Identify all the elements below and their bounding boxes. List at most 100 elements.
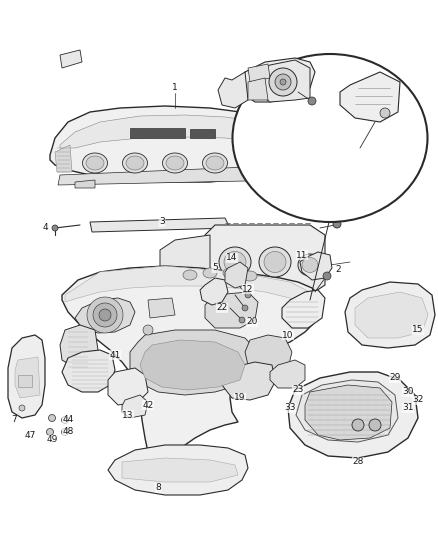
Ellipse shape bbox=[126, 156, 144, 170]
Polygon shape bbox=[240, 58, 315, 102]
Text: 44: 44 bbox=[62, 416, 74, 424]
Polygon shape bbox=[130, 330, 258, 395]
Polygon shape bbox=[245, 335, 292, 375]
Ellipse shape bbox=[82, 153, 107, 173]
Circle shape bbox=[269, 68, 297, 96]
Circle shape bbox=[275, 74, 291, 90]
Ellipse shape bbox=[203, 268, 217, 278]
Circle shape bbox=[49, 415, 56, 422]
Text: 7: 7 bbox=[11, 416, 17, 424]
Text: 29: 29 bbox=[389, 374, 401, 383]
Ellipse shape bbox=[233, 54, 427, 222]
Polygon shape bbox=[60, 115, 295, 148]
Ellipse shape bbox=[202, 153, 227, 173]
Polygon shape bbox=[62, 266, 320, 465]
Ellipse shape bbox=[246, 156, 264, 170]
Ellipse shape bbox=[183, 270, 197, 280]
Polygon shape bbox=[205, 292, 258, 328]
Circle shape bbox=[333, 220, 341, 228]
Text: 48: 48 bbox=[62, 427, 74, 437]
Polygon shape bbox=[55, 145, 72, 172]
Circle shape bbox=[352, 419, 364, 431]
Polygon shape bbox=[122, 395, 148, 418]
Polygon shape bbox=[270, 360, 305, 388]
Text: 5: 5 bbox=[212, 263, 218, 272]
Circle shape bbox=[242, 305, 248, 311]
Ellipse shape bbox=[206, 156, 224, 170]
Polygon shape bbox=[75, 298, 135, 333]
Polygon shape bbox=[248, 64, 270, 82]
Polygon shape bbox=[108, 368, 148, 405]
Polygon shape bbox=[296, 380, 398, 442]
Polygon shape bbox=[205, 225, 325, 295]
Text: 23: 23 bbox=[292, 385, 304, 394]
Bar bbox=[130, 128, 185, 138]
Circle shape bbox=[52, 225, 58, 231]
Circle shape bbox=[369, 419, 381, 431]
Text: 13: 13 bbox=[122, 410, 134, 419]
Polygon shape bbox=[65, 266, 318, 308]
Text: 41: 41 bbox=[110, 351, 121, 359]
Polygon shape bbox=[218, 72, 248, 108]
Text: 30: 30 bbox=[402, 387, 414, 397]
Ellipse shape bbox=[243, 271, 257, 281]
Ellipse shape bbox=[243, 153, 268, 173]
Polygon shape bbox=[122, 458, 238, 482]
Text: 11: 11 bbox=[296, 251, 308, 260]
Bar bbox=[18, 375, 32, 387]
Text: 28: 28 bbox=[352, 457, 364, 466]
Circle shape bbox=[323, 272, 331, 280]
Polygon shape bbox=[58, 165, 295, 185]
Polygon shape bbox=[248, 78, 268, 100]
Circle shape bbox=[19, 405, 25, 411]
Ellipse shape bbox=[259, 247, 291, 277]
Text: 31: 31 bbox=[402, 403, 414, 413]
Text: 3: 3 bbox=[159, 217, 165, 227]
Text: 1: 1 bbox=[172, 84, 178, 93]
Polygon shape bbox=[160, 235, 210, 300]
Circle shape bbox=[380, 108, 390, 118]
Polygon shape bbox=[222, 362, 275, 400]
Ellipse shape bbox=[224, 252, 246, 272]
Circle shape bbox=[87, 297, 123, 333]
Polygon shape bbox=[258, 60, 310, 102]
Circle shape bbox=[280, 79, 286, 85]
Text: 2: 2 bbox=[335, 265, 341, 274]
Circle shape bbox=[143, 325, 153, 335]
Circle shape bbox=[308, 97, 316, 105]
Ellipse shape bbox=[264, 252, 286, 272]
Text: 19: 19 bbox=[234, 393, 246, 402]
Text: 10: 10 bbox=[282, 330, 294, 340]
Ellipse shape bbox=[166, 156, 184, 170]
Text: 32: 32 bbox=[412, 395, 424, 405]
Polygon shape bbox=[60, 325, 98, 368]
Circle shape bbox=[61, 416, 68, 424]
Text: 20: 20 bbox=[246, 318, 258, 327]
Polygon shape bbox=[50, 106, 305, 182]
Polygon shape bbox=[8, 335, 45, 418]
Ellipse shape bbox=[162, 153, 187, 173]
Polygon shape bbox=[60, 50, 82, 68]
Polygon shape bbox=[340, 72, 400, 122]
Circle shape bbox=[46, 429, 53, 435]
Text: 22: 22 bbox=[216, 303, 228, 312]
Text: 8: 8 bbox=[155, 483, 161, 492]
Circle shape bbox=[247, 117, 263, 133]
Text: 12: 12 bbox=[242, 285, 254, 294]
Ellipse shape bbox=[219, 247, 251, 277]
Circle shape bbox=[245, 292, 251, 298]
Ellipse shape bbox=[223, 268, 237, 278]
Polygon shape bbox=[140, 340, 245, 390]
Circle shape bbox=[61, 429, 68, 435]
Circle shape bbox=[99, 309, 111, 321]
Polygon shape bbox=[62, 350, 115, 392]
Polygon shape bbox=[355, 292, 428, 338]
Polygon shape bbox=[15, 357, 40, 398]
Circle shape bbox=[93, 303, 117, 327]
Text: 15: 15 bbox=[412, 326, 424, 335]
Text: 14: 14 bbox=[226, 254, 238, 262]
Polygon shape bbox=[225, 262, 248, 288]
Polygon shape bbox=[345, 282, 435, 348]
Text: 42: 42 bbox=[142, 400, 154, 409]
Ellipse shape bbox=[123, 153, 148, 173]
